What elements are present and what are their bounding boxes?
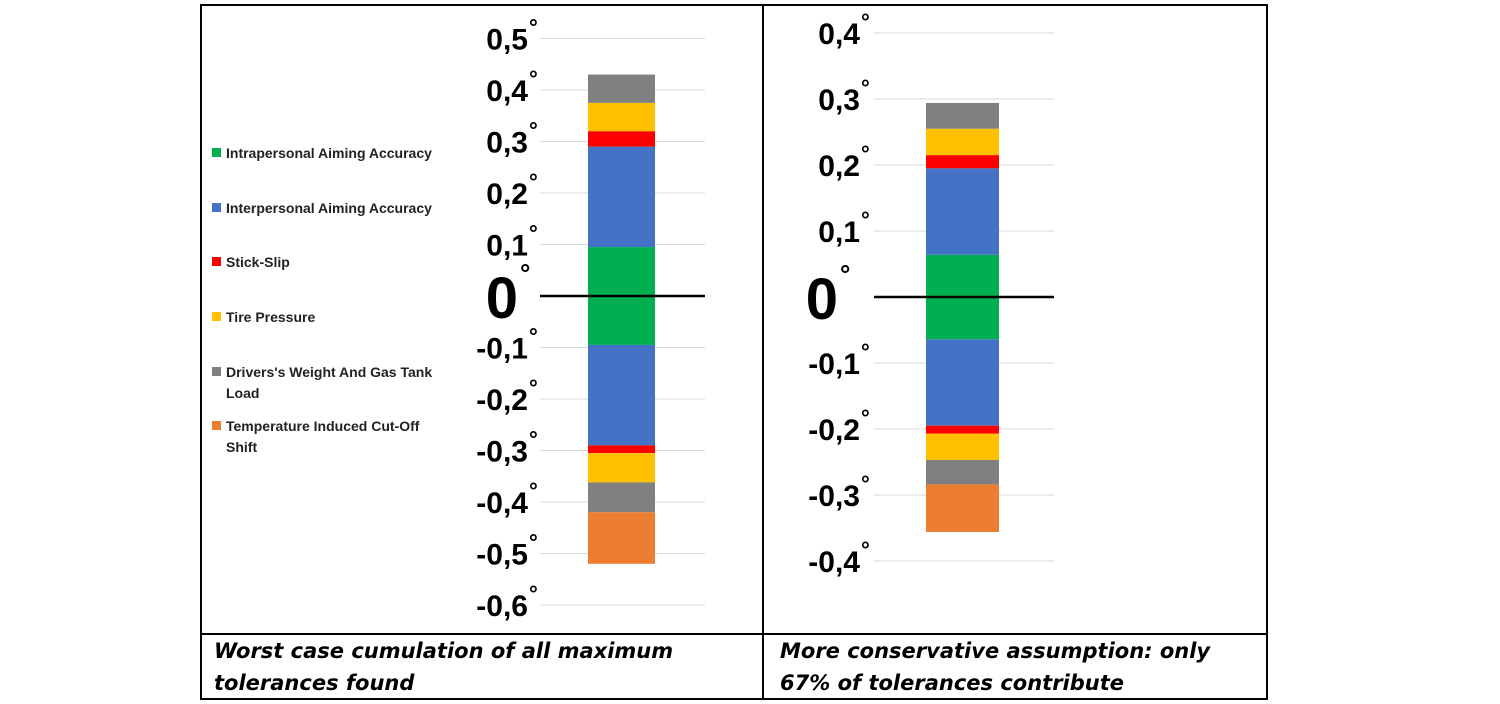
chart1-tick-label: 0,4 [486, 75, 528, 108]
legend-item-temperature: Temperature Induced Cut-Off Shift [212, 416, 446, 458]
chart1-degree-symbol: ° [529, 118, 538, 143]
legend-swatch-interpersonal [212, 203, 221, 212]
chart2-degree-symbol: ° [861, 405, 870, 430]
chart2-tick-label: -0,2 [808, 414, 860, 447]
chart1-bar-pos-drivers-s-weight-and-gas-tank-load [588, 74, 655, 103]
chart2-tick-label: 0,3 [818, 84, 860, 117]
chart1-bar-neg-intrapersonal-aiming-accuracy [588, 296, 655, 345]
chart2-bar-neg-intrapersonal-aiming-accuracy [926, 297, 999, 340]
chart2-bar-pos-intrapersonal-aiming-accuracy [926, 254, 999, 297]
chart2-degree-symbol: ° [861, 471, 870, 496]
chart2-bar-pos-interpersonal-aiming-accuracy [926, 168, 999, 255]
chart2-zero-label: 0 [806, 267, 838, 332]
chart1-bar-neg-stick-slip [588, 445, 655, 454]
legend-item-interpersonal: Interpersonal Aiming Accuracy [212, 198, 446, 219]
caption-divider [200, 633, 1268, 635]
legend-label-tire-pressure: Tire Pressure [226, 309, 316, 325]
chart1-tick-label: 0,1 [486, 230, 528, 263]
chart2-degree-symbol: ° [861, 141, 870, 166]
chart1-tick-label: -0,6 [476, 590, 528, 623]
legend-label-stick-slip: Stick-Slip [226, 254, 290, 270]
legend-item-intrapersonal: Intrapersonal Aiming Accuracy [212, 143, 446, 164]
chart2-tick-label: -0,3 [808, 480, 860, 513]
chart1-bar-pos-stick-slip [588, 131, 655, 147]
legend-label-temperature: Temperature Induced Cut-Off Shift [226, 418, 420, 455]
chart2-bar-neg-tire-pressure [926, 433, 999, 461]
chart1-degree-symbol: ° [529, 169, 538, 194]
chart2-bar-pos-drivers-s-weight-and-gas-tank-load [926, 102, 999, 129]
chart1-tick-label: -0,5 [476, 539, 528, 572]
chart1-degree-symbol: ° [529, 478, 538, 503]
chart2-tick-label: 0,1 [818, 216, 860, 249]
chart1-tick-label: -0,1 [476, 333, 528, 366]
chart1-bar-neg-temperature-induced-cut-off-shift [588, 512, 655, 564]
legend-item-weight-gas: Drivers's Weight And Gas Tank Load [212, 362, 446, 404]
chart2-bar-neg-interpersonal-aiming-accuracy [926, 339, 999, 426]
legend-label-interpersonal: Interpersonal Aiming Accuracy [226, 200, 432, 216]
chart2-tick-label: 0,4 [818, 18, 860, 51]
chart1-tick-label: 0,3 [486, 127, 528, 160]
chart1-degree-symbol: ° [529, 324, 538, 349]
chart2-zero-degree-symbol: ° [840, 259, 850, 289]
legend-label-weight-gas: Drivers's Weight And Gas Tank Load [226, 364, 433, 401]
chart2-degree-symbol: ° [861, 339, 870, 364]
chart2-tick-label: -0,1 [808, 348, 860, 381]
chart2-bar-neg-stick-slip [926, 425, 999, 434]
chart1-zero-label: 0 [486, 266, 518, 331]
legend-swatch-stick-slip [212, 257, 221, 266]
legend-item-stick-slip: Stick-Slip [212, 252, 446, 273]
chart2-bar-pos-tire-pressure [926, 128, 999, 156]
legend-swatch-intrapersonal [212, 148, 221, 157]
chart2-bar-pos-stick-slip [926, 155, 999, 169]
chart1-degree-symbol: ° [529, 15, 538, 40]
chart2-degree-symbol: ° [861, 207, 870, 232]
chart1-degree-symbol: ° [529, 581, 538, 606]
chart1-zero-degree-symbol: ° [520, 258, 530, 288]
chart1-degree-symbol: ° [529, 66, 538, 91]
chart2-tick-label: 0,2 [818, 150, 860, 183]
chart2-bar-neg-drivers-s-weight-and-gas-tank-load [926, 460, 999, 485]
chart1-bar-neg-drivers-s-weight-and-gas-tank-load [588, 482, 655, 513]
chart2-degree-symbol: ° [861, 537, 870, 562]
chart1-bar-pos-intrapersonal-aiming-accuracy [588, 247, 655, 296]
chart1-tick-label: -0,4 [476, 487, 528, 520]
chart1-bar-neg-interpersonal-aiming-accuracy [588, 344, 655, 446]
chart2-tick-label: -0,4 [808, 546, 860, 579]
legend-swatch-weight-gas [212, 367, 221, 376]
chart1-degree-symbol: ° [529, 221, 538, 246]
chart1-degree-symbol: ° [529, 427, 538, 452]
panel-divider [762, 4, 764, 700]
chart1-degree-symbol: ° [529, 530, 538, 555]
chart1-tick-label: 0,5 [486, 24, 528, 57]
chart2-degree-symbol: ° [861, 75, 870, 100]
chart1-degree-symbol: ° [529, 375, 538, 400]
chart1-tick-label: -0,2 [476, 384, 528, 417]
legend-item-tire-pressure: Tire Pressure [212, 307, 446, 328]
caption-left: Worst case cumulation of all maximum tol… [214, 639, 674, 695]
chart1-tick-label: 0,2 [486, 178, 528, 211]
chart1-bar-pos-interpersonal-aiming-accuracy [588, 146, 655, 248]
figure-frame [200, 4, 1268, 700]
chart1-bar-pos-tire-pressure [588, 102, 655, 132]
legend-swatch-temperature [212, 421, 221, 430]
legend-swatch-tire-pressure [212, 312, 221, 321]
legend-label-intrapersonal: Intrapersonal Aiming Accuracy [226, 145, 432, 161]
caption-right: More conservative assumption: only 67% o… [780, 639, 1211, 695]
chart1-bar-neg-tire-pressure [588, 453, 655, 483]
chart2-degree-symbol: ° [861, 9, 870, 34]
chart1-tick-label: -0,3 [476, 436, 528, 469]
chart2-bar-neg-temperature-induced-cut-off-shift [926, 484, 999, 532]
